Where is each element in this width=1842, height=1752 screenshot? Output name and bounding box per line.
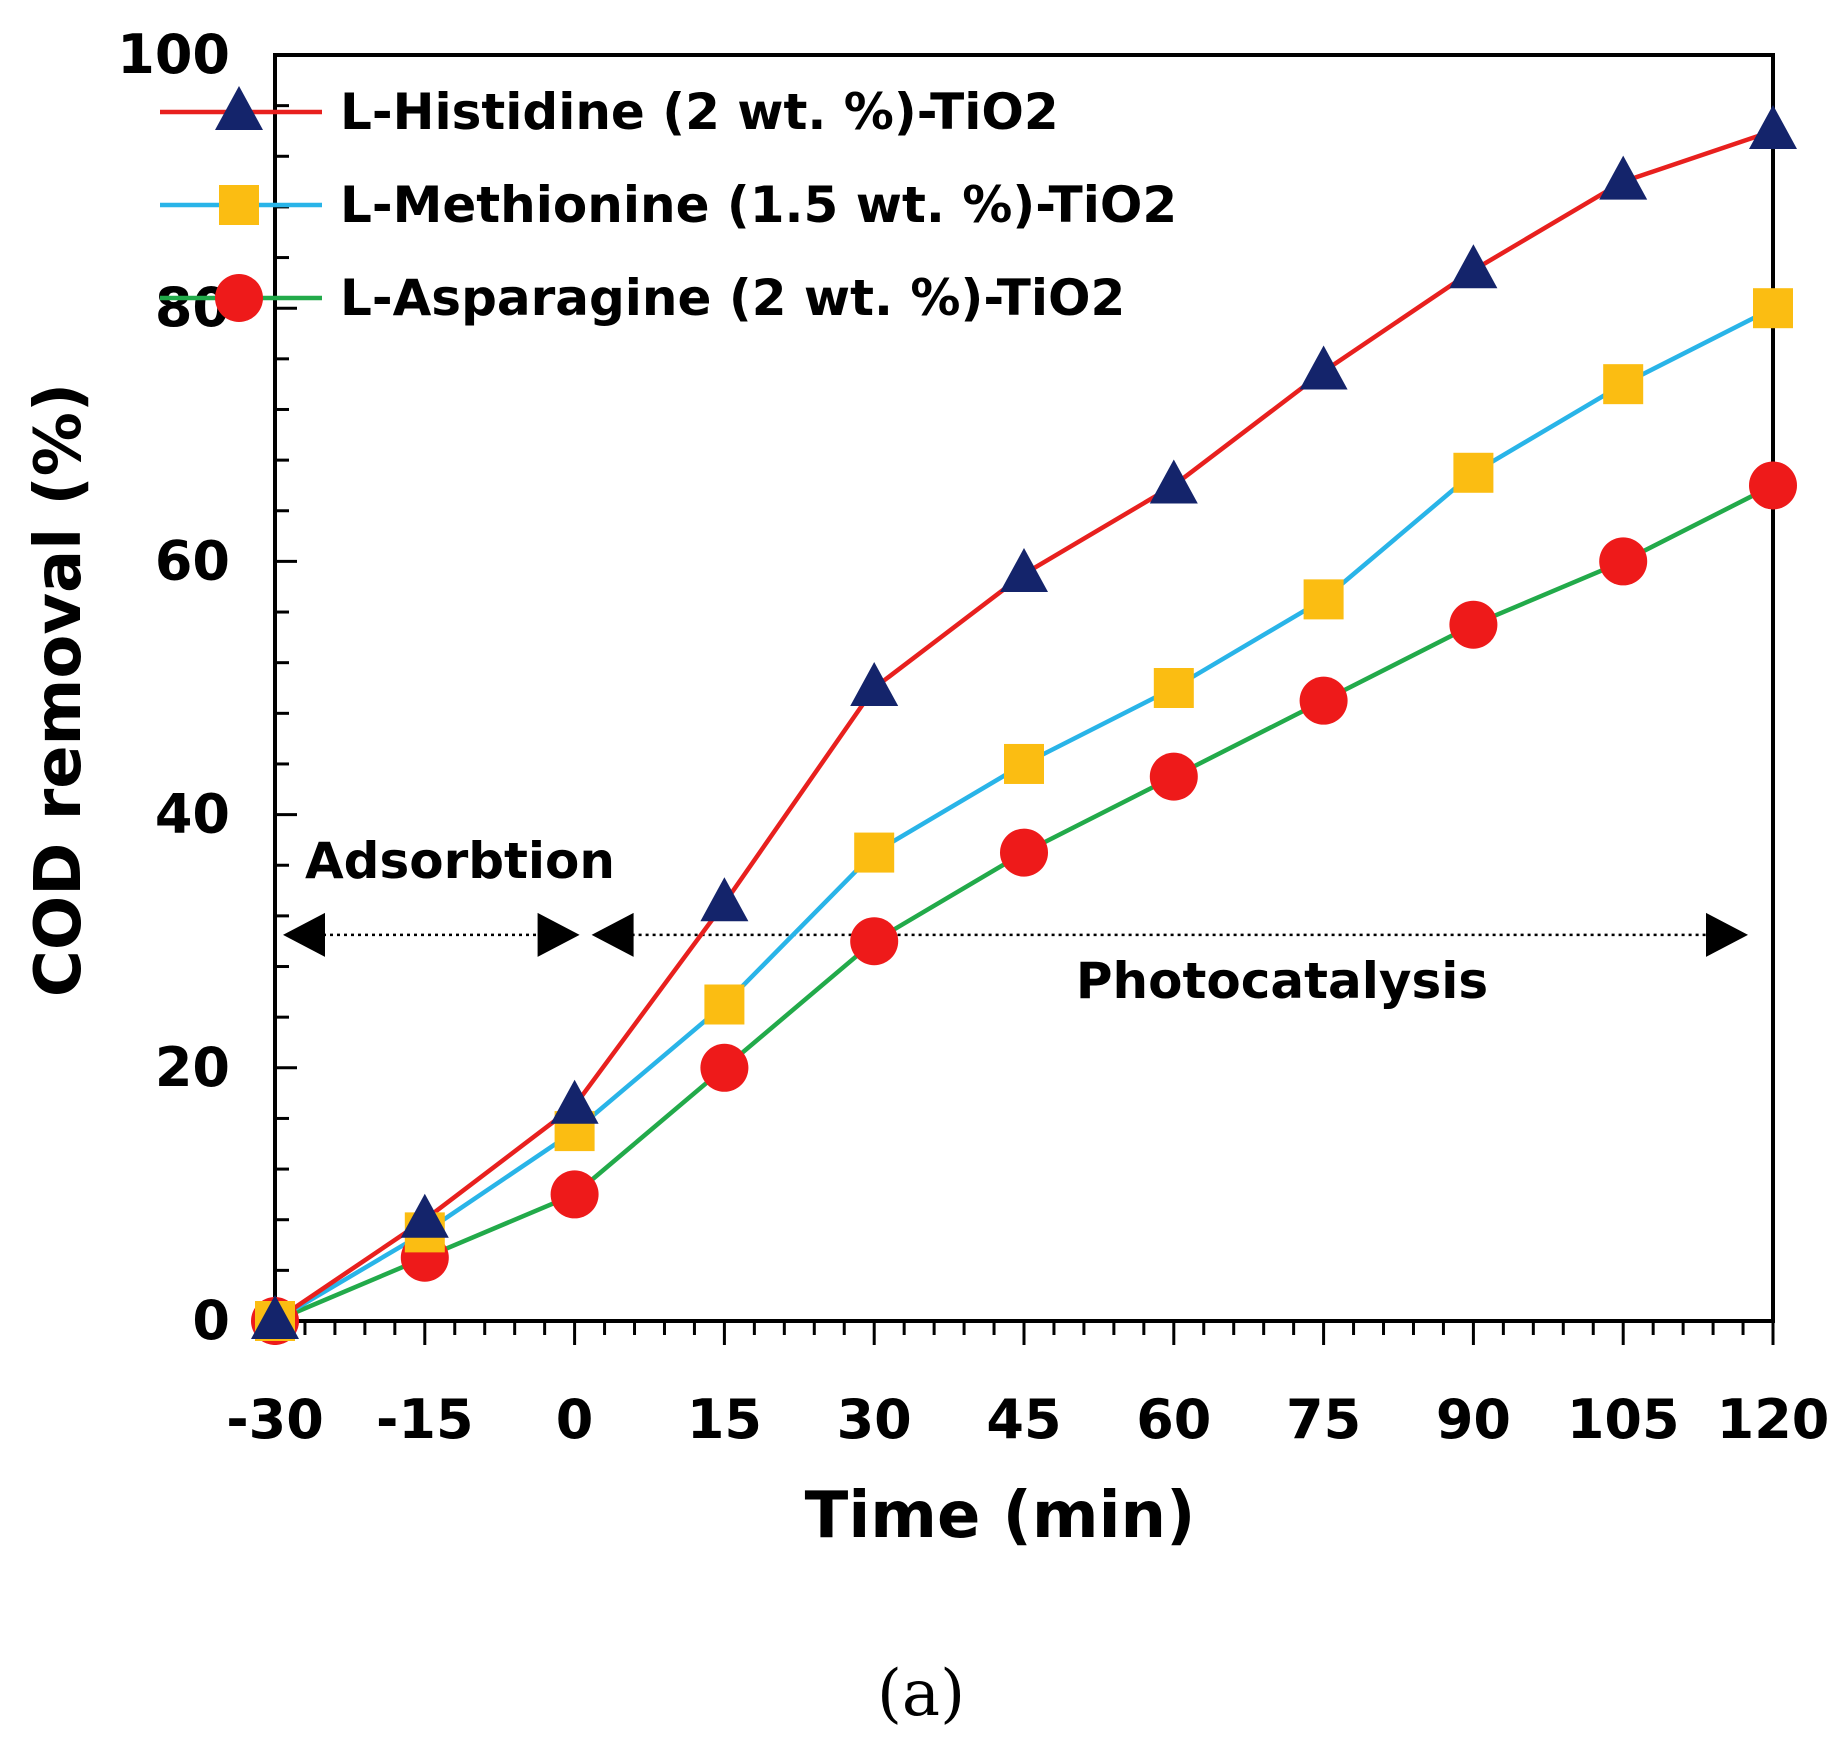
data-point <box>854 832 895 873</box>
photocatalysis-label: Photocatalysis <box>1076 952 1488 1010</box>
x-tick-label: 120 <box>1717 1388 1830 1451</box>
data-point <box>850 662 899 706</box>
data-point <box>1153 668 1194 708</box>
data-point <box>704 984 745 1025</box>
x-tick-label: 15 <box>687 1388 762 1451</box>
data-point <box>550 1170 599 1219</box>
legend-label-1: L-Histidine (2 wt. %)-TiO2 <box>340 83 1059 141</box>
adsorbtion-label: Adsorbtion <box>305 832 615 890</box>
data-point <box>1299 676 1348 725</box>
data-point <box>1299 345 1348 390</box>
adsorbtion-arrow-left <box>283 912 325 957</box>
x-tick-label: 60 <box>1136 1388 1211 1451</box>
x-tick-label: 75 <box>1286 1388 1361 1451</box>
data-point <box>550 1079 599 1124</box>
data-point <box>1599 537 1648 586</box>
x-axis-title: Time (min) <box>805 1479 1196 1553</box>
data-point <box>700 877 749 922</box>
legend: L-Histidine (2 wt. %)-TiO2 L-Methionine (… <box>160 83 1177 327</box>
data-point <box>1603 364 1644 405</box>
x-tick-label: 105 <box>1567 1388 1680 1451</box>
y-tick-label: 20 <box>155 1036 230 1099</box>
data-point <box>1749 104 1797 149</box>
legend-marker-1 <box>215 86 263 130</box>
x-tick-label: -15 <box>376 1388 474 1451</box>
x-tick-label: 90 <box>1436 1388 1511 1451</box>
y-tick-label: 0 <box>192 1289 230 1352</box>
legend-marker-2 <box>219 185 259 225</box>
data-point <box>1749 461 1797 510</box>
data-point <box>1449 600 1498 649</box>
x-tick-label: 0 <box>556 1388 594 1451</box>
photocatalysis-arrow-right <box>1706 912 1748 957</box>
plot-frame <box>273 53 1775 1323</box>
series-markers <box>251 104 1797 1345</box>
data-point <box>1149 459 1198 504</box>
x-tick-label: 30 <box>837 1388 912 1451</box>
data-point <box>1000 828 1048 877</box>
data-point <box>1753 288 1793 329</box>
data-point <box>1453 452 1494 493</box>
legend-label-3: L-Asparagine (2 wt. %)-TiO2 <box>340 269 1125 327</box>
plot-border <box>273 53 1775 1323</box>
adsorbtion-arrow-right <box>537 912 580 957</box>
legend-label-2: L-Methionine (1.5 wt. %)-TiO2 <box>340 176 1177 234</box>
figure-caption: (a) <box>877 1657 965 1731</box>
annotations: Adsorbtion Photocatalysis <box>283 832 1748 1010</box>
data-point <box>1599 155 1648 200</box>
data-point <box>1303 579 1344 620</box>
data-point <box>1000 548 1048 593</box>
series-line-2 <box>273 306 1775 1323</box>
y-tick-label: 40 <box>155 783 230 846</box>
y-tick-label: 60 <box>155 529 230 592</box>
data-point <box>700 1043 749 1092</box>
photocatalysis-arrow-left <box>591 912 634 957</box>
data-point <box>1149 752 1198 801</box>
data-point <box>400 1193 449 1238</box>
data-point <box>1449 244 1498 289</box>
x-tick-label: -30 <box>226 1388 324 1451</box>
data-point <box>850 917 899 966</box>
x-tick-label: 45 <box>986 1388 1061 1451</box>
data-point <box>251 1295 299 1339</box>
y-axis-title: COD removal (%) <box>22 383 96 997</box>
legend-marker-3 <box>215 274 263 322</box>
data-point <box>1004 743 1044 784</box>
y-tick-label: 100 <box>117 23 230 86</box>
x-axis: -30 -15 0 15 30 45 60 75 90 105 120 <box>226 1321 1829 1451</box>
series-line-3 <box>274 483 1775 1324</box>
